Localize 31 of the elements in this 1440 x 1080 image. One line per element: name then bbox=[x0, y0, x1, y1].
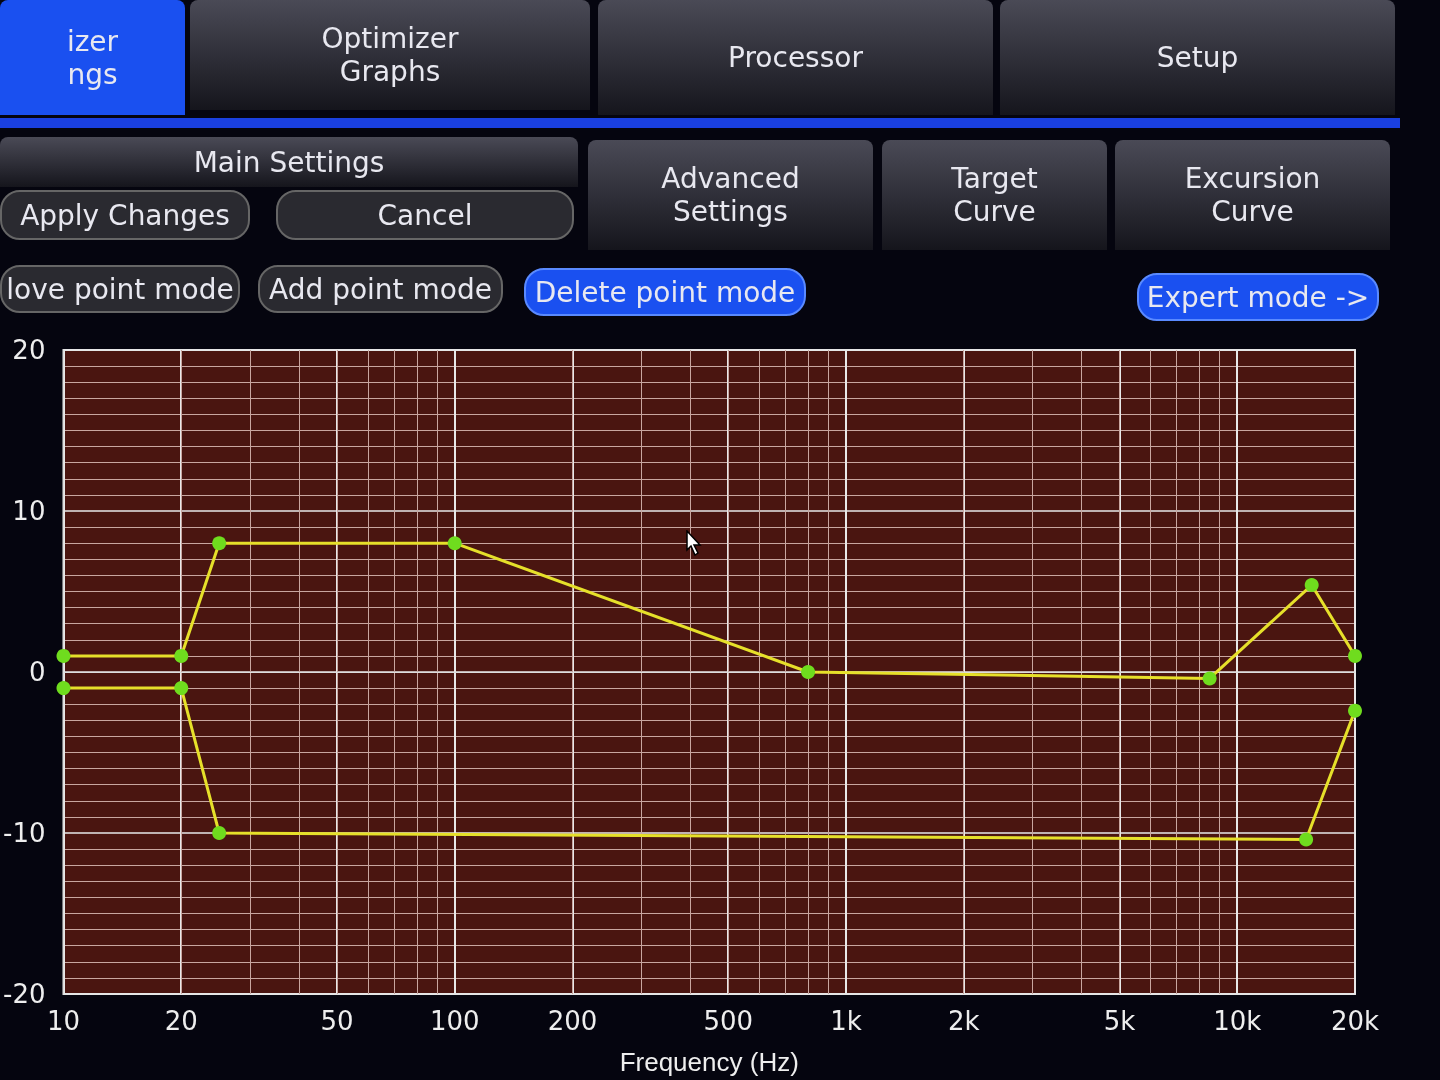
text: Delete point mode bbox=[524, 268, 806, 316]
text: Processor bbox=[598, 0, 993, 115]
x-tick-label: 10k bbox=[1213, 1006, 1262, 1036]
y-tick-label: 20 bbox=[12, 335, 46, 365]
x-axis-title: Frequency (Hz) bbox=[619, 1047, 799, 1077]
x-tick-label: 2k bbox=[947, 1006, 980, 1036]
y-tick-label: -20 bbox=[3, 979, 46, 1009]
x-tick-label: 200 bbox=[547, 1006, 598, 1036]
text: Target Curve bbox=[882, 140, 1107, 250]
text: Cancel bbox=[276, 190, 574, 240]
x-tick-label: 100 bbox=[429, 1006, 480, 1036]
x-tick-label: 20 bbox=[164, 1006, 198, 1036]
text: Expert mode -> bbox=[1137, 273, 1379, 321]
text: Main Settings bbox=[0, 137, 578, 187]
text: Optimizer Graphs bbox=[190, 0, 590, 110]
y-tick-label: 10 bbox=[12, 496, 46, 526]
y-tick-label: 0 bbox=[28, 657, 46, 687]
x-tick-label: 10 bbox=[46, 1006, 81, 1036]
y-tick-label: -10 bbox=[3, 818, 46, 848]
x-tick-label: 20k bbox=[1330, 1006, 1380, 1036]
text: love point mode bbox=[0, 265, 240, 313]
x-tick-label: 1k bbox=[830, 1006, 862, 1036]
x-tick-label: 5k bbox=[1103, 1006, 1136, 1036]
x-tick-label: 50 bbox=[320, 1006, 354, 1036]
text: izer ngs bbox=[0, 0, 185, 115]
text: Add point mode bbox=[258, 265, 503, 313]
text: Excursion Curve bbox=[1115, 140, 1390, 250]
text: Setup bbox=[1000, 0, 1395, 115]
x-tick-label: 500 bbox=[703, 1006, 754, 1036]
text: Apply Changes bbox=[0, 190, 250, 240]
text: Advanced Settings bbox=[588, 140, 873, 250]
